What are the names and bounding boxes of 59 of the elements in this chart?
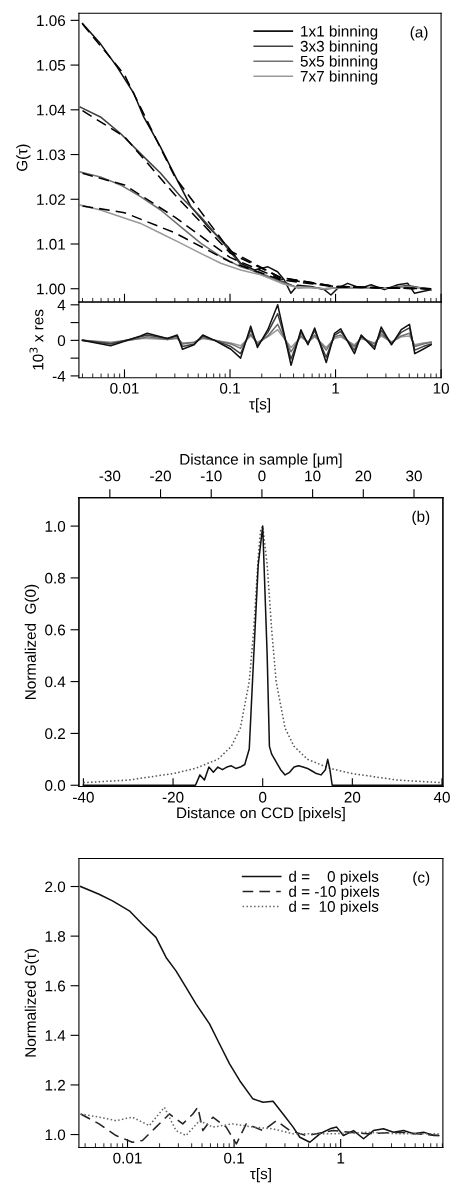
annotation: (a) bbox=[410, 26, 428, 41]
x-tick-label: 10 bbox=[433, 382, 449, 394]
y-tick-label: 0.4 bbox=[45, 676, 66, 688]
y-axis-title: 10$^{3}$ x res bbox=[29, 309, 44, 370]
legend-label: d = 0 pixels bbox=[289, 870, 379, 885]
y-tick-label: 1.0 bbox=[45, 520, 66, 532]
y-tick-label: 0.8 bbox=[45, 572, 66, 584]
y-tick-label: 1.6 bbox=[45, 980, 66, 992]
y-tick-label: 0.6 bbox=[45, 624, 66, 636]
x2-axis-title: Distance in sample [μm] bbox=[180, 453, 342, 468]
x2-tick-label: -30 bbox=[99, 470, 121, 482]
x2-tick-label: -20 bbox=[150, 470, 171, 482]
y-tick-label: 1.8 bbox=[45, 930, 66, 942]
y-tick-label: 1.01 bbox=[37, 238, 65, 250]
y-tick-label: 0 bbox=[57, 335, 66, 347]
legend-label: 5x5 binning bbox=[300, 55, 378, 70]
x-tick-label: 0.1 bbox=[220, 382, 240, 394]
x2-tick-label: 30 bbox=[406, 470, 422, 482]
y-tick-label: 1.04 bbox=[37, 104, 66, 116]
y-axis-title: Normalized G(τ) bbox=[24, 949, 39, 1057]
x2-tick-label: 20 bbox=[355, 470, 372, 482]
x-tick-label: -40 bbox=[73, 791, 94, 803]
y-tick-label: 1.00 bbox=[37, 283, 66, 295]
y-tick-label: -4 bbox=[52, 370, 66, 382]
x-axis-title: τ[s] bbox=[249, 398, 270, 413]
x-tick-label: 40 bbox=[433, 791, 450, 803]
y-tick-label: 0.0 bbox=[45, 780, 66, 791]
y-axis-title: G(τ) bbox=[16, 144, 31, 171]
y-tick-label: 1.0 bbox=[45, 1129, 66, 1141]
x-tick-label: 1 bbox=[337, 1152, 345, 1164]
x-axis-title: Distance on CCD [pixels] bbox=[177, 807, 345, 822]
x-tick-label: 0.01 bbox=[110, 382, 139, 394]
x2-tick-label: 0 bbox=[258, 470, 266, 482]
x-tick-label: 0.1 bbox=[224, 1152, 244, 1164]
x-tick-label: 20 bbox=[344, 791, 361, 803]
y-tick-label: 1.06 bbox=[37, 15, 66, 27]
x2-tick-label: 10 bbox=[305, 470, 321, 482]
legend-label: 7x7 binning bbox=[300, 70, 378, 85]
y-tick-label: 1.05 bbox=[37, 59, 66, 71]
x-tick-label: 1 bbox=[332, 383, 340, 394]
y-tick-label: 1.2 bbox=[45, 1079, 65, 1091]
annotation: (b) bbox=[412, 510, 430, 525]
x2-tick-label: -10 bbox=[200, 470, 222, 482]
annotation: (c) bbox=[413, 871, 430, 886]
legend-label: d = -10 pixels bbox=[289, 885, 380, 900]
y-tick-label: 1.4 bbox=[45, 1030, 66, 1041]
legend-label: d = 10 pixels bbox=[289, 900, 379, 915]
y-axis-title: Normalized G(0) bbox=[24, 584, 39, 699]
legend-label: 1x1 binning bbox=[301, 25, 378, 40]
x-tick-label: 0.01 bbox=[113, 1152, 142, 1164]
y-tick-label: 0.2 bbox=[45, 728, 65, 740]
y-tick-label: 1.02 bbox=[37, 194, 65, 205]
y-tick-label: 4 bbox=[57, 299, 66, 311]
legend-label: 3x3 binning bbox=[300, 40, 378, 55]
x-axis-title: τ[s] bbox=[250, 1167, 271, 1183]
y-tick-label: 2.0 bbox=[45, 881, 66, 893]
y-tick-label: 1.03 bbox=[37, 149, 66, 161]
x-tick-label: -20 bbox=[162, 791, 184, 803]
x-tick-label: 0 bbox=[259, 791, 267, 803]
